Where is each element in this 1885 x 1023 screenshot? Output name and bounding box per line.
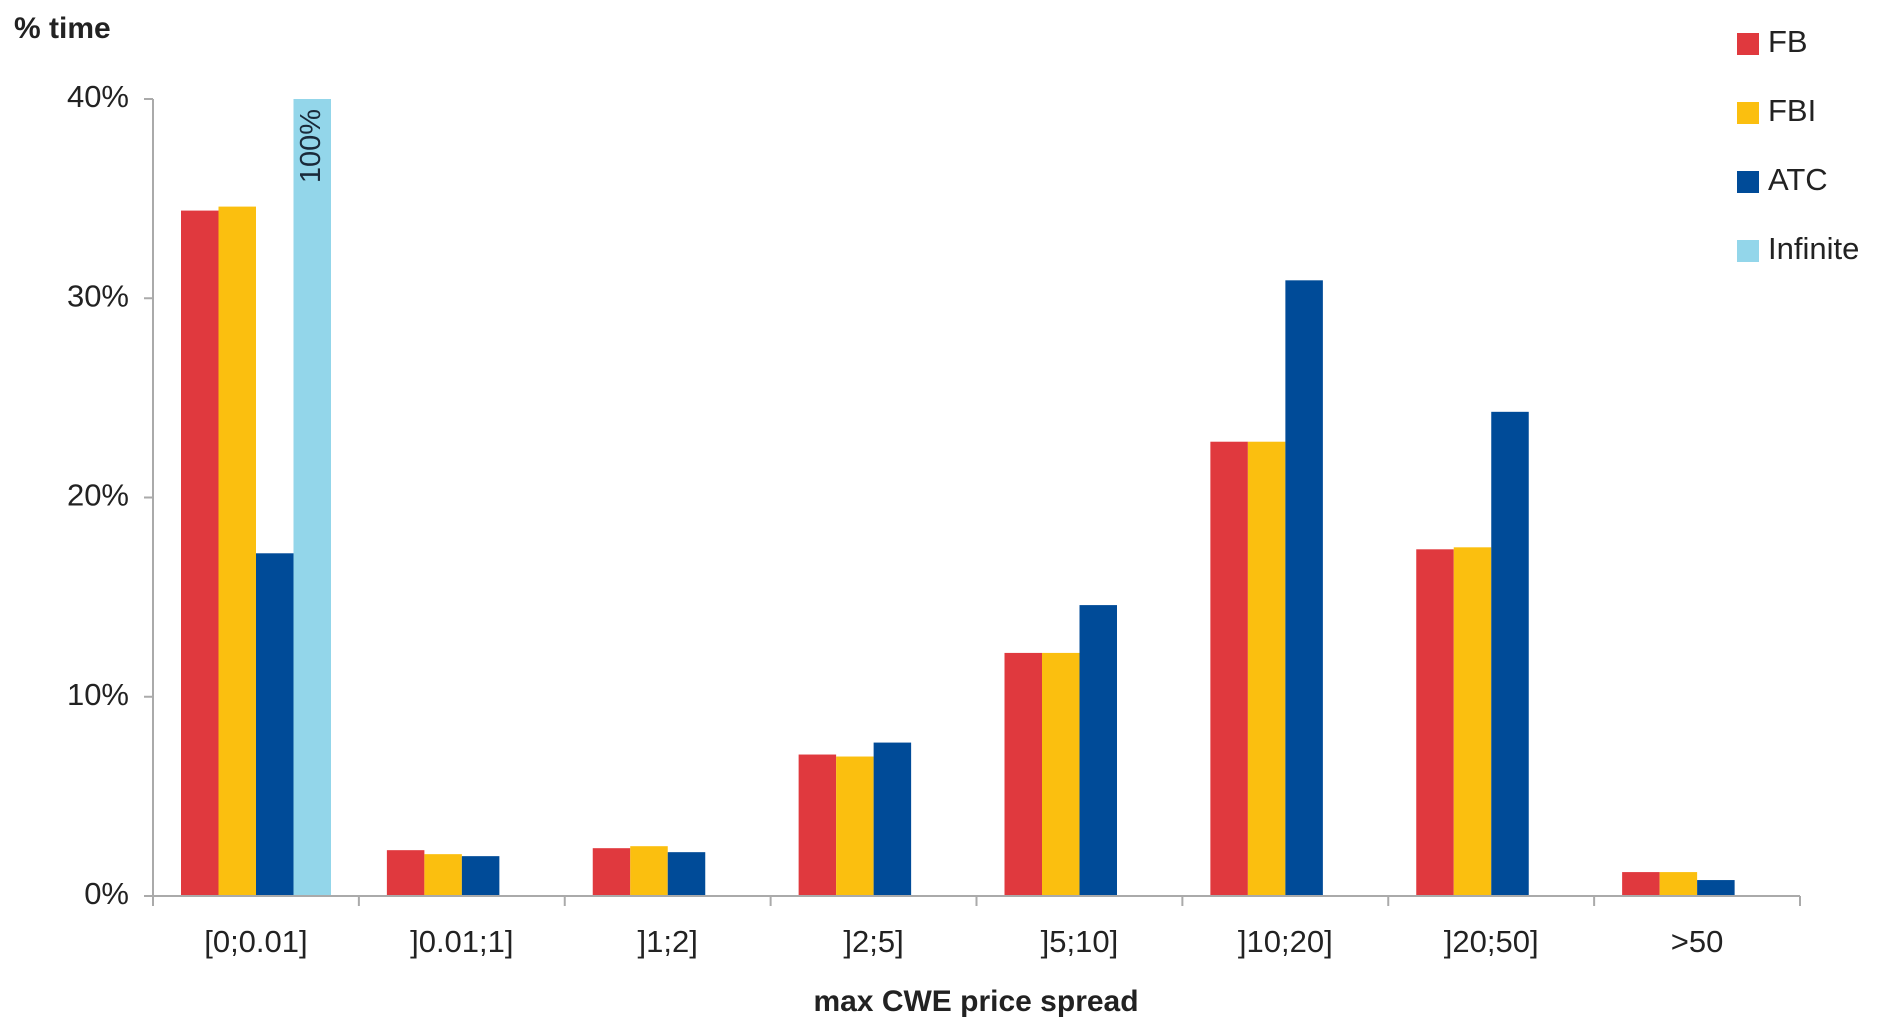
x-tick-label: ]10;20] [1238,924,1333,959]
y-tick-label: 30% [67,278,129,313]
y-tick-label: 0% [84,876,129,911]
legend-label: ATC [1768,162,1828,197]
bar [1210,441,1248,896]
legend-swatch [1737,240,1759,262]
bar [1491,411,1529,896]
y-axis-title: % time [14,12,111,45]
bar [424,854,462,896]
x-tick-label: >50 [1671,924,1724,959]
value-label: 100% [295,109,327,183]
bar [461,856,500,896]
bar [218,206,256,896]
bar [1247,441,1286,896]
y-tick-label: 10% [67,677,129,712]
x-tick-label: ]5;10] [1041,924,1119,959]
bar [386,850,425,896]
legend-swatch [1737,102,1759,124]
bar [798,754,837,896]
legend-label: Infinite [1768,231,1859,266]
bar [1622,872,1660,896]
bar [181,210,219,896]
x-axis-title: max CWE price spread [813,985,1138,1018]
bar [293,99,331,896]
bar [1042,652,1080,896]
bar [667,852,706,896]
bar [1079,605,1117,896]
legend-label: FBI [1768,93,1816,128]
legend-label: FB [1768,24,1808,59]
x-tick-label: ]0.01;1] [410,924,513,959]
bar [1453,547,1492,896]
x-tick-label: [0;0.01] [204,924,307,959]
x-tick-label: ]1;2] [638,924,698,959]
plot-area [181,99,1735,896]
x-tick-label: ]2;5] [843,924,903,959]
bar [1659,872,1698,896]
bar [256,553,294,896]
bar [836,756,874,896]
bar [1285,280,1323,896]
bar [630,846,668,896]
legend-swatch [1737,171,1759,193]
bar [1004,652,1042,896]
x-tick-label: ]20;50] [1444,924,1539,959]
y-tick-label: 40% [67,79,129,114]
bar [592,848,631,896]
y-tick-label: 20% [67,478,129,513]
bar [1416,549,1454,896]
legend-swatch [1737,33,1759,55]
bar [873,742,912,896]
bar [1697,880,1735,896]
